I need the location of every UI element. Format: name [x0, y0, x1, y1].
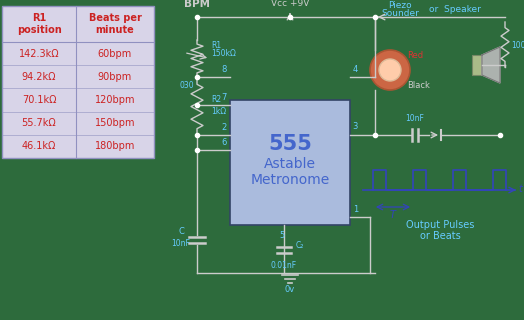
Text: Astable: Astable	[264, 157, 316, 172]
Polygon shape	[482, 47, 500, 83]
Text: 10nF: 10nF	[171, 239, 190, 249]
FancyBboxPatch shape	[2, 6, 154, 158]
Text: 3: 3	[352, 122, 357, 131]
Text: 7: 7	[222, 93, 227, 102]
Text: Vcc +9V: Vcc +9V	[271, 0, 309, 9]
Text: 150bpm: 150bpm	[95, 118, 135, 128]
Text: 180bpm: 180bpm	[95, 141, 135, 151]
Bar	[230, 100, 350, 225]
Text: 0.01nF: 0.01nF	[271, 261, 297, 270]
Circle shape	[379, 59, 401, 81]
Text: 4: 4	[353, 65, 358, 74]
Text: 555: 555	[268, 134, 312, 155]
Text: R2: R2	[211, 95, 221, 105]
Text: R1
position: R1 position	[17, 13, 61, 35]
Text: Metronome: Metronome	[250, 172, 330, 187]
Text: Sounder: Sounder	[381, 9, 419, 18]
Text: BPM: BPM	[184, 0, 210, 9]
Text: Beats per
minute: Beats per minute	[89, 13, 141, 35]
Text: 70.1kΩ: 70.1kΩ	[22, 95, 56, 105]
Bar	[472, 55, 482, 75]
Text: 60bpm: 60bpm	[98, 49, 132, 59]
Text: Piezo: Piezo	[388, 1, 412, 10]
Text: R1: R1	[211, 41, 221, 50]
Text: 150kΩ: 150kΩ	[211, 50, 236, 59]
Text: 90bpm: 90bpm	[98, 72, 132, 82]
Text: 1000Ω: 1000Ω	[511, 41, 524, 50]
Text: or  Speaker: or Speaker	[429, 4, 481, 13]
Text: 1: 1	[353, 205, 358, 214]
Text: 94.2kΩ: 94.2kΩ	[22, 72, 56, 82]
Text: 5: 5	[279, 231, 285, 240]
Text: 10nF: 10nF	[406, 114, 424, 123]
Text: 55.7kΩ: 55.7kΩ	[21, 118, 57, 128]
Text: 0v: 0v	[285, 284, 295, 293]
Text: 142.3kΩ: 142.3kΩ	[19, 49, 59, 59]
Text: Red: Red	[407, 52, 423, 60]
Text: C: C	[178, 228, 184, 236]
Text: 2: 2	[222, 123, 227, 132]
Circle shape	[370, 50, 410, 90]
Text: Output Pulses: Output Pulses	[406, 220, 474, 230]
Text: t: t	[518, 184, 522, 194]
Text: or Beats: or Beats	[420, 231, 461, 241]
Text: 120bpm: 120bpm	[95, 95, 135, 105]
Text: 8: 8	[222, 65, 227, 74]
Text: T: T	[390, 210, 396, 220]
Text: Black: Black	[407, 82, 430, 91]
Text: 1kΩ: 1kΩ	[211, 107, 226, 116]
Text: C₂: C₂	[296, 242, 304, 251]
Text: 030: 030	[179, 81, 194, 90]
Text: 6: 6	[222, 138, 227, 147]
Text: 46.1kΩ: 46.1kΩ	[22, 141, 56, 151]
